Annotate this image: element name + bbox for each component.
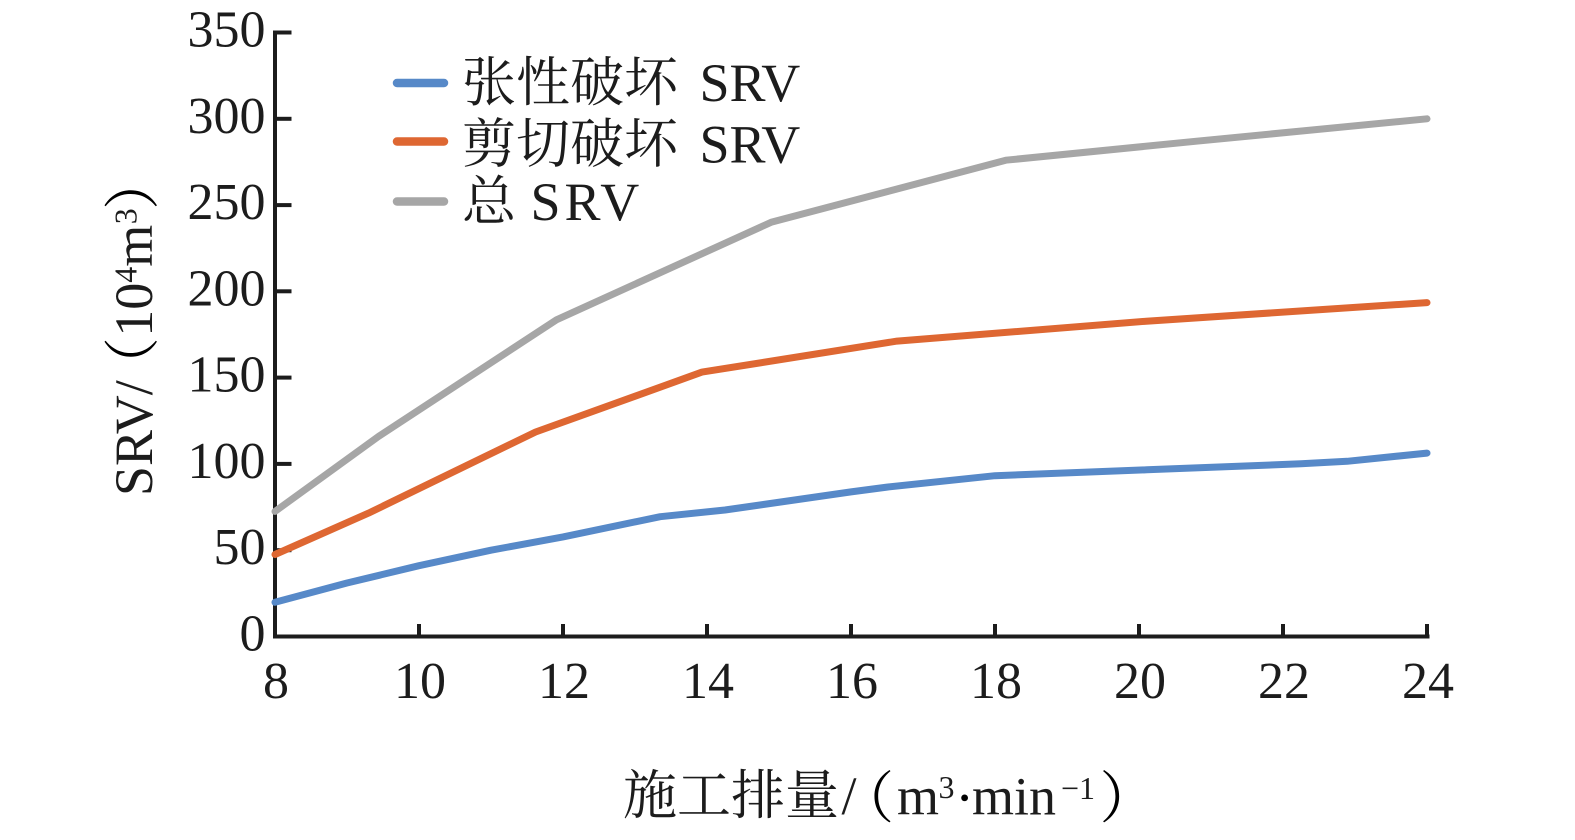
- svg-text:12: 12: [538, 653, 590, 710]
- svg-text:250: 250: [188, 174, 266, 231]
- svg-text:SRV/: SRV/: [104, 380, 164, 496]
- svg-text:150: 150: [188, 347, 266, 404]
- svg-text:24: 24: [1402, 653, 1454, 710]
- svg-text:−1: −1: [1061, 770, 1095, 806]
- svg-text:4: 4: [108, 267, 144, 283]
- svg-text:16: 16: [826, 653, 878, 710]
- svg-text:SRV: SRV: [700, 115, 801, 175]
- svg-text:10: 10: [104, 283, 164, 337]
- svg-text:200: 200: [188, 260, 266, 317]
- svg-text:3: 3: [939, 769, 955, 805]
- svg-text:m: m: [104, 225, 164, 267]
- svg-text:m: m: [897, 766, 939, 826]
- svg-text:0: 0: [240, 606, 266, 663]
- svg-text:8: 8: [263, 653, 289, 710]
- svg-text:18: 18: [970, 653, 1022, 710]
- svg-text:SRV: SRV: [531, 172, 644, 232]
- svg-text:20: 20: [1114, 653, 1166, 710]
- svg-text:SRV: SRV: [700, 53, 801, 113]
- svg-text:3: 3: [108, 208, 144, 224]
- svg-text:10: 10: [394, 653, 446, 710]
- svg-text:min: min: [972, 766, 1056, 826]
- svg-text:22: 22: [1258, 653, 1310, 710]
- svg-text:14: 14: [682, 653, 734, 710]
- svg-text:350: 350: [188, 2, 266, 59]
- svg-text:/: /: [842, 766, 857, 826]
- svg-text:300: 300: [188, 88, 266, 145]
- svg-text:50: 50: [214, 519, 266, 576]
- svg-text:100: 100: [188, 433, 266, 490]
